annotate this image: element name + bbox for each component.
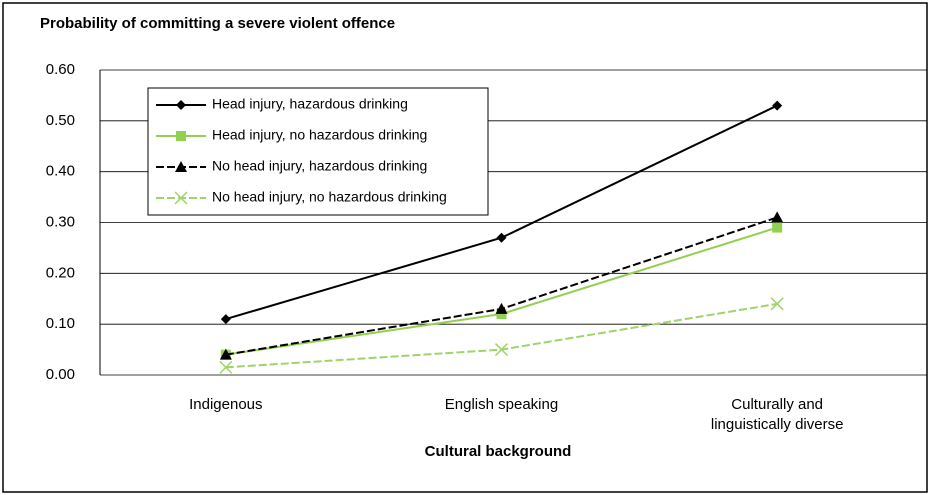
marker	[770, 297, 784, 311]
y-tick-label: 0.50	[46, 112, 75, 129]
y-tick-label: 0.20	[46, 264, 75, 281]
legend-box	[147, 87, 489, 216]
marker	[494, 343, 509, 357]
x-tick-label: Indigenous	[189, 396, 263, 413]
marker	[174, 191, 188, 205]
series-line	[225, 226, 778, 356]
x-tick-label: English speaking	[444, 396, 559, 413]
y-tick-label: 0.00	[46, 366, 75, 383]
marker	[496, 309, 507, 319]
marker	[176, 100, 186, 110]
legend-label: No head injury, no hazardous drinking	[212, 189, 447, 205]
legend-label: Head injury, no hazardous drinking	[212, 127, 427, 143]
legend-label: No head injury, hazardous drinking	[212, 158, 427, 174]
marker	[495, 302, 508, 314]
x-tick-label: Culturally and linguistically diverse	[710, 396, 844, 433]
legend-label: Head injury, hazardous drinking	[212, 96, 408, 112]
y-tick-label: 0.30	[46, 213, 75, 230]
marker	[771, 211, 784, 223]
marker	[496, 232, 507, 243]
marker	[772, 222, 783, 233]
y-tick-label: 0.10	[46, 315, 75, 332]
y-tick-label: 0.40	[46, 163, 75, 180]
marker	[772, 100, 783, 111]
x-axis-label: Cultural background	[425, 443, 572, 460]
marker	[219, 360, 233, 374]
marker	[176, 131, 186, 141]
chart-title: Probability of committing a severe viole…	[40, 15, 395, 32]
marker	[219, 348, 232, 360]
marker	[175, 161, 187, 172]
y-tick-label: 0.60	[46, 61, 75, 78]
marker	[220, 314, 231, 325]
